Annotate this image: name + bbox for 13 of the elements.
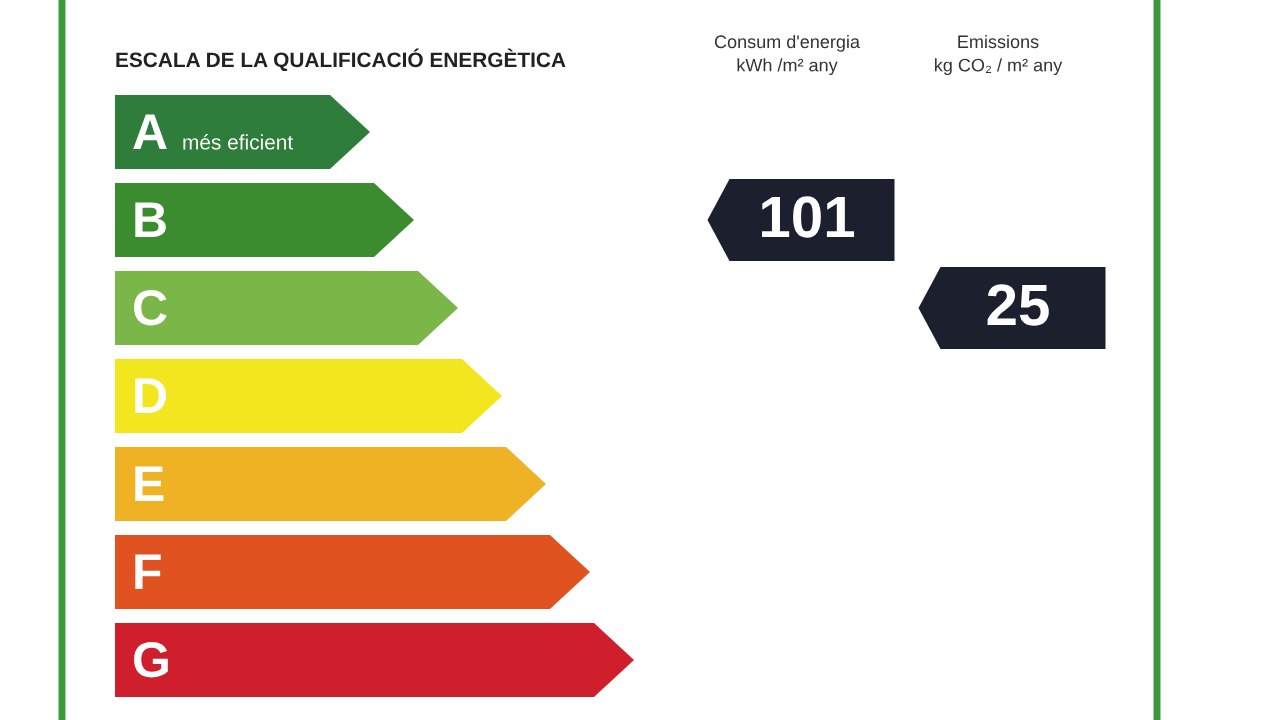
text: Emissions kg CO₂ / m² any xyxy=(935,34,1063,76)
data-label: 25 xyxy=(987,284,1049,326)
category-label: F xyxy=(135,554,161,589)
category-label: B xyxy=(135,202,166,237)
category-label: C xyxy=(134,290,167,326)
text: més eficient xyxy=(183,134,293,150)
text: ESCALA DE LA QUALIFICACIÓ ENERGÈTICA xyxy=(116,48,566,72)
category-label: A xyxy=(133,114,167,149)
data-label: 101 xyxy=(762,196,855,238)
category-label: E xyxy=(135,466,164,501)
category-label: D xyxy=(135,378,167,413)
text: Consum d'energia kWh /m² any xyxy=(714,34,860,76)
category-label: G xyxy=(134,642,168,678)
